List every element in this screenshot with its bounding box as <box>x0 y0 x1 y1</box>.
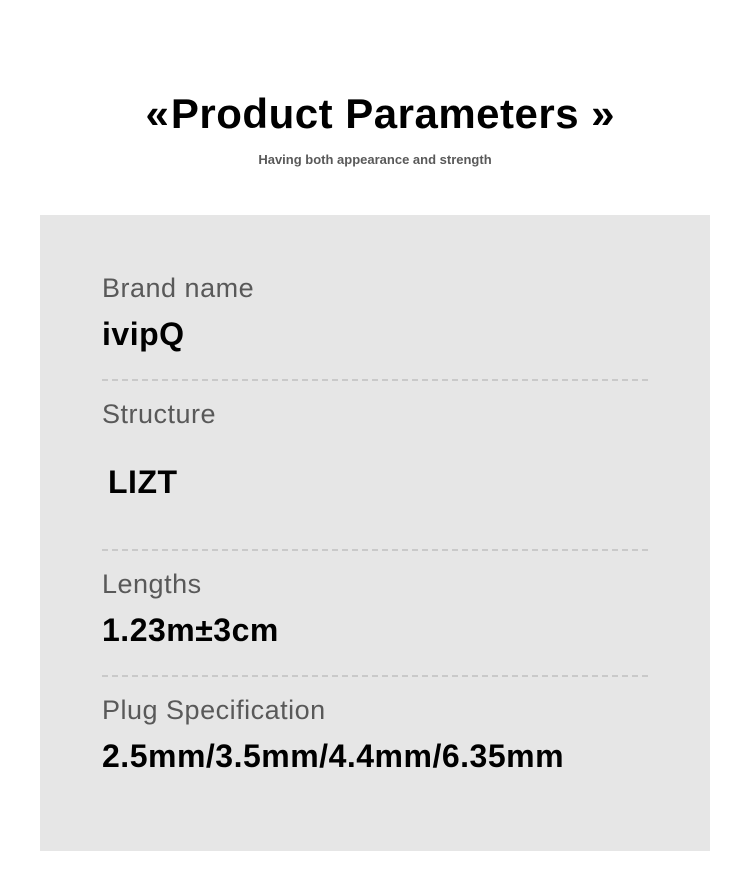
param-structure: Structure LIZT <box>102 381 648 549</box>
parameters-panel: Brand name ivipQ Structure LIZT Lengths … <box>40 215 710 851</box>
page-subtitle: Having both appearance and strength <box>0 152 750 167</box>
param-label: Plug Specification <box>102 695 648 726</box>
page-title: Product Parameters <box>171 90 579 138</box>
param-value: ivipQ <box>102 316 648 353</box>
param-label: Lengths <box>102 569 648 600</box>
param-value: 1.23m±3cm <box>102 612 648 649</box>
param-label: Brand name <box>102 273 648 304</box>
chevron-right-icon: » <box>591 93 604 135</box>
param-label: Structure <box>102 399 648 430</box>
param-lengths: Lengths 1.23m±3cm <box>102 551 648 675</box>
title-row: « Product Parameters » <box>0 90 750 138</box>
param-plug: Plug Specification 2.5mm/3.5mm/4.4mm/6.3… <box>102 677 648 801</box>
header-section: « Product Parameters » Having both appea… <box>0 0 750 197</box>
param-value: LIZT <box>108 464 648 501</box>
param-value: 2.5mm/3.5mm/4.4mm/6.35mm <box>102 738 648 775</box>
chevron-left-icon: « <box>146 93 159 135</box>
param-brand: Brand name ivipQ <box>102 255 648 379</box>
